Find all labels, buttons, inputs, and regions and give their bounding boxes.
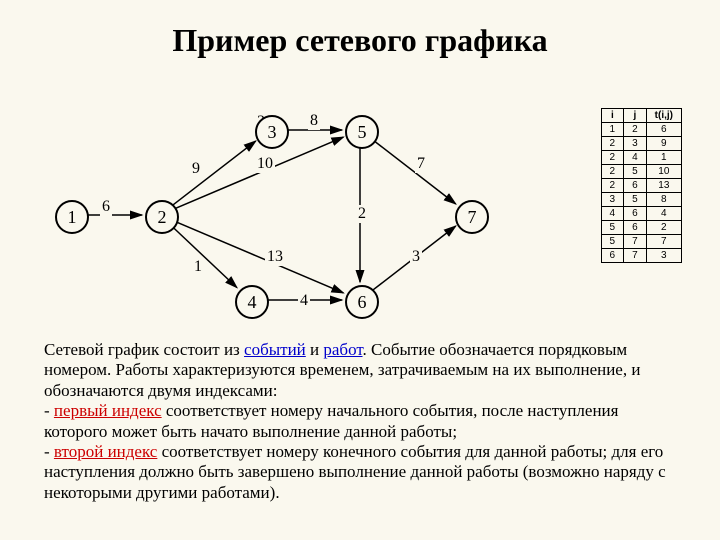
table-row: 577: [601, 235, 681, 249]
node-7: 7: [455, 200, 489, 234]
cell: 4: [646, 207, 681, 221]
cell: 2: [601, 151, 624, 165]
edge-weight: 2: [356, 205, 368, 223]
cell: 7: [646, 235, 681, 249]
cell: 2: [601, 165, 624, 179]
node-3: 3: [255, 115, 289, 149]
edge-weight: 4: [298, 292, 310, 310]
cell: 2: [601, 179, 624, 193]
term-works: работ: [323, 340, 362, 359]
term-second-index: второй индекс: [54, 442, 157, 461]
cell: 6: [646, 123, 681, 137]
edge-weight: 9: [190, 160, 202, 178]
col-header: t(i,j): [646, 109, 681, 123]
cell: 6: [624, 179, 647, 193]
node-5: 5: [345, 115, 379, 149]
cell: 3: [624, 137, 647, 151]
cell: 4: [624, 151, 647, 165]
cell: 10: [646, 165, 681, 179]
node-4: 4: [235, 285, 269, 319]
edge-weight: 8: [308, 112, 320, 130]
edge-weight: 1: [192, 258, 204, 276]
text-frag: -: [44, 442, 54, 461]
cell: 2: [624, 123, 647, 137]
table-row: 241: [601, 151, 681, 165]
col-header: i: [601, 109, 624, 123]
cell: 6: [601, 249, 624, 263]
node-1: 1: [55, 200, 89, 234]
table-row: 562: [601, 221, 681, 235]
table-row: 358: [601, 193, 681, 207]
cell: 5: [624, 193, 647, 207]
term-first-index: первый индекс: [54, 401, 162, 420]
cell: 3: [646, 249, 681, 263]
table-row: 464: [601, 207, 681, 221]
edge-weight: 13: [265, 248, 285, 266]
description-text: Сетевой график состоит из событий и рабо…: [44, 340, 682, 503]
table-row: 673: [601, 249, 681, 263]
cell: 4: [601, 207, 624, 221]
cell: 5: [624, 165, 647, 179]
text-frag: и: [306, 340, 324, 359]
cell: 7: [624, 249, 647, 263]
table-row: 2613: [601, 179, 681, 193]
edge-weight: 3: [410, 248, 422, 266]
table-row: 126: [601, 123, 681, 137]
term-events: событий: [244, 340, 306, 359]
node-6: 6: [345, 285, 379, 319]
cell: 9: [646, 137, 681, 151]
cell: 2: [601, 137, 624, 151]
cell: 6: [624, 207, 647, 221]
edge-weight: 7: [415, 155, 427, 173]
text-frag: Сетевой график состоит из: [44, 340, 244, 359]
cell: 8: [646, 193, 681, 207]
table-row: 239: [601, 137, 681, 151]
cell: 13: [646, 179, 681, 193]
edge-weight: 10: [255, 155, 275, 173]
cell: 1: [601, 123, 624, 137]
node-2: 2: [145, 200, 179, 234]
cell: 6: [624, 221, 647, 235]
cell: 7: [624, 235, 647, 249]
page-title: Пример сетевого графика: [0, 22, 720, 59]
cell: 5: [601, 235, 624, 249]
col-header: j: [624, 109, 647, 123]
table-row: 2510: [601, 165, 681, 179]
cell: 1: [646, 151, 681, 165]
text-frag: -: [44, 401, 54, 420]
works-table: ijt(i,j) 1262392412510261335846456257767…: [601, 108, 682, 263]
cell: 5: [601, 221, 624, 235]
edge-weight: 6: [100, 198, 112, 216]
network-diagram: 12345676938107213314: [40, 100, 520, 330]
cell: 3: [601, 193, 624, 207]
cell: 2: [646, 221, 681, 235]
